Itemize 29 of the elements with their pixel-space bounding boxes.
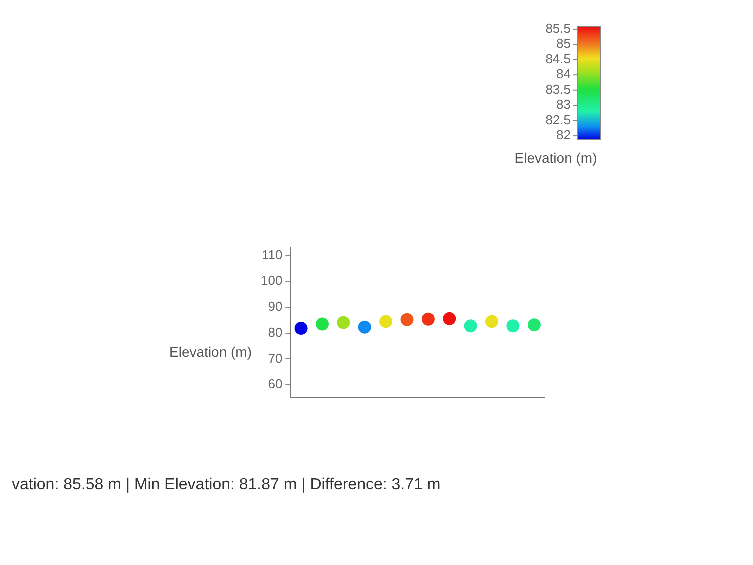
point	[528, 318, 541, 332]
point	[316, 318, 329, 331]
point	[506, 320, 520, 333]
y-tick-label: 90	[268, 299, 283, 314]
point	[294, 322, 308, 336]
y-tick-label: 80	[268, 324, 283, 340]
color-bar-title: Elevation (m)	[514, 150, 598, 166]
point	[400, 313, 414, 326]
color-bar-label: 84	[556, 66, 571, 82]
point	[443, 312, 456, 326]
y-tick-label: 100	[260, 273, 283, 288]
point	[464, 320, 478, 333]
color-bar-label: 85	[556, 36, 571, 52]
point	[422, 312, 435, 326]
text: vation: 85.58 m | Min Elevation: 81.87 m | Difference: 3.71 m	[12, 476, 441, 494]
y-tick-label: 110	[262, 247, 283, 262]
point	[337, 316, 350, 330]
y-tick-label: 60	[268, 376, 283, 392]
color-bar-label: 82	[556, 128, 571, 143]
point	[380, 315, 393, 328]
y-axis-title: Elevation (m)	[170, 344, 252, 360]
color-bar-label: 83	[556, 97, 571, 112]
point	[358, 320, 372, 334]
color-bar-label: 84.5	[546, 51, 571, 66]
point	[486, 315, 499, 328]
color-bar-label: 83.5	[546, 82, 571, 97]
color-bar-label: 82.5	[546, 112, 571, 128]
color-bar-label: 85.5	[546, 21, 571, 36]
y-tick-label: 70	[268, 350, 283, 366]
